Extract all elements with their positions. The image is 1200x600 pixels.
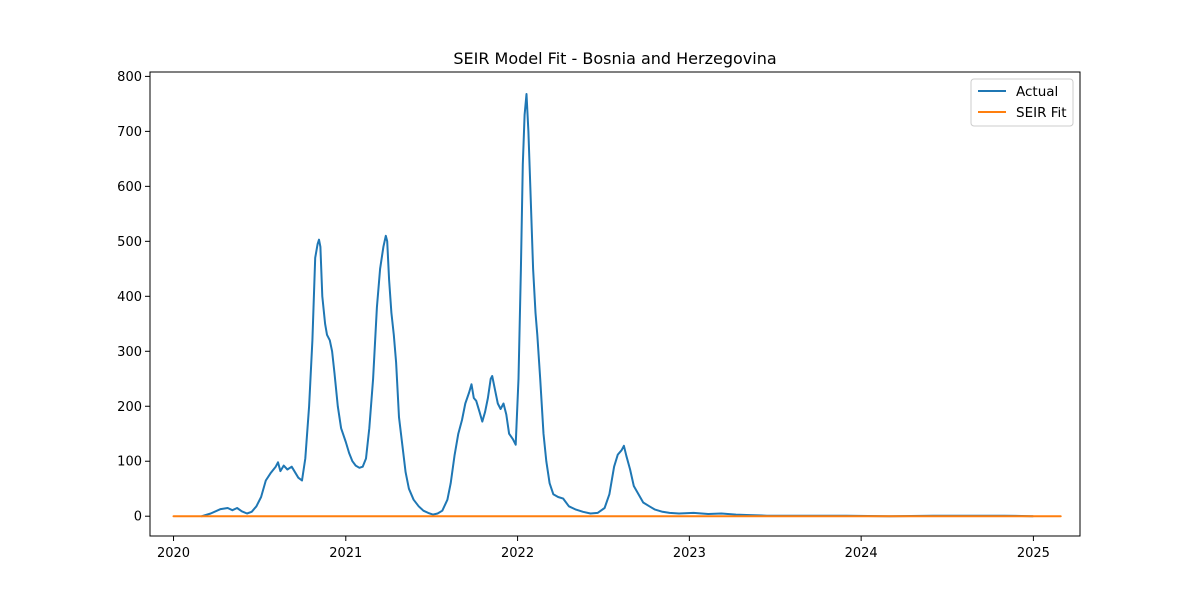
plot-lines bbox=[172, 93, 1062, 518]
x-tick-label-2022: 2022 bbox=[501, 546, 534, 561]
y-tick-label-100: 100 bbox=[117, 455, 142, 470]
y-tick-label-800: 800 bbox=[117, 70, 142, 85]
x-tick-label-2021: 2021 bbox=[329, 546, 362, 561]
y-axis: 0 100 200 300 400 500 600 700 800 bbox=[117, 70, 150, 525]
x-tick-label-2024: 2024 bbox=[845, 546, 878, 561]
y-tick-label-300: 300 bbox=[117, 345, 142, 360]
chart-title: SEIR Model Fit - Bosnia and Herzegovina bbox=[453, 49, 776, 68]
legend: Actual SEIR Fit bbox=[970, 78, 1074, 127]
x-axis: 2020 2021 2022 2023 2024 2025 bbox=[157, 536, 1050, 561]
plot-frame bbox=[149, 71, 1081, 537]
series-line-actual bbox=[200, 93, 1034, 518]
y-tick-label-700: 700 bbox=[117, 125, 142, 140]
x-tick-label-2020: 2020 bbox=[157, 546, 190, 561]
y-tick-label-600: 600 bbox=[117, 180, 142, 195]
y-tick-label-200: 200 bbox=[117, 400, 142, 415]
x-tick-label-2023: 2023 bbox=[673, 546, 706, 561]
y-tick-label-400: 400 bbox=[117, 290, 142, 305]
x-tick-label-2025: 2025 bbox=[1017, 546, 1050, 561]
y-tick-label-500: 500 bbox=[117, 235, 142, 250]
legend-label-actual: Actual bbox=[1016, 84, 1058, 100]
y-tick-label-0: 0 bbox=[134, 510, 142, 525]
legend-label-seir-fit: SEIR Fit bbox=[1016, 105, 1067, 121]
